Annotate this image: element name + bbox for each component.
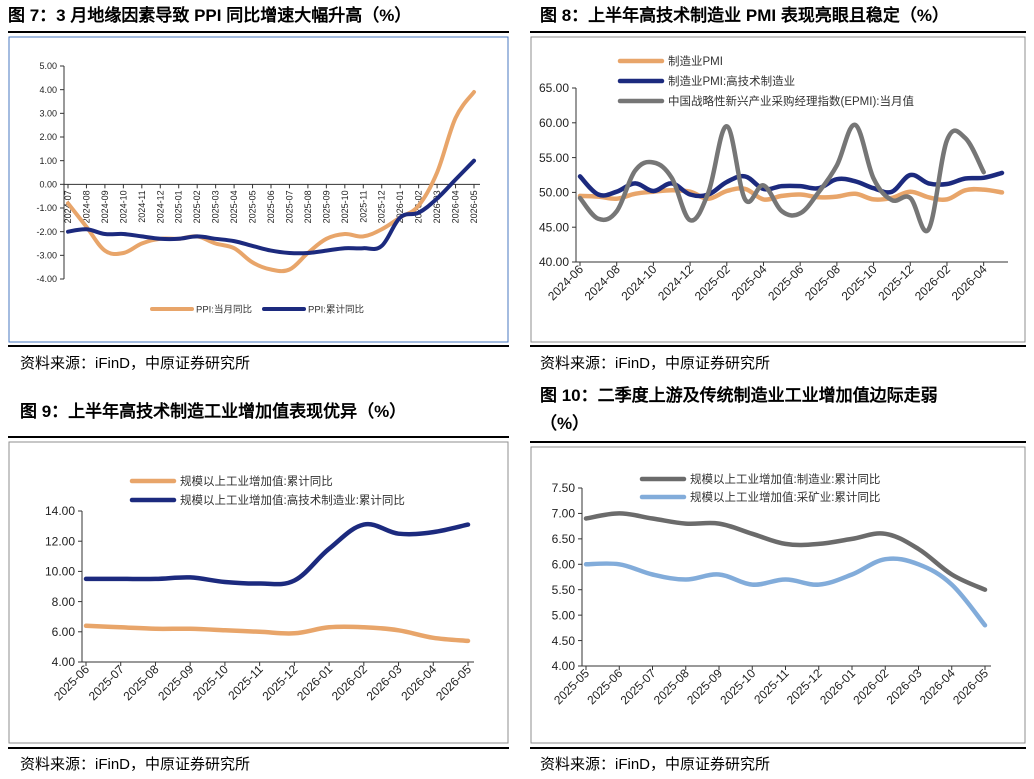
chart7-bottom-rule <box>8 345 509 347</box>
y-tick-label: 40.00 <box>539 255 569 269</box>
y-tick-label: 3.00 <box>39 108 57 118</box>
series-line-1 <box>583 511 988 592</box>
y-tick-label: 4.50 <box>552 634 576 648</box>
y-tick-label: -3.00 <box>36 250 57 260</box>
series-line-3 <box>577 122 986 234</box>
y-tick-label: 45.00 <box>539 220 569 234</box>
y-tick-label: 7.00 <box>552 507 576 521</box>
x-tick-label: 2024-07 <box>63 190 73 223</box>
series-line-2 <box>583 556 988 628</box>
x-tick-label: 2025-08 <box>303 190 313 223</box>
chart10-bottom-rule <box>530 747 1026 749</box>
y-tick-label: 60.00 <box>539 116 569 130</box>
x-tick-label: 2025-06 <box>266 190 276 223</box>
x-tick-label: 2026-05 <box>469 190 479 223</box>
y-tick-label: -4.00 <box>36 274 57 284</box>
y-tick-label: 4.00 <box>39 85 57 95</box>
chart-frame <box>8 441 509 744</box>
x-tick-label: 2025-04 <box>229 190 239 223</box>
series-line-2 <box>66 158 476 256</box>
x-tick-label: 2024-12 <box>155 190 165 223</box>
x-tick-label: 2024-09 <box>100 190 110 223</box>
x-tick-label: 2025-10 <box>340 190 350 223</box>
chart8-title-rule <box>530 31 1026 33</box>
x-tick-label: 2025-02 <box>192 190 202 223</box>
y-tick-label: -1.00 <box>36 203 57 213</box>
y-tick-label: 10.00 <box>45 565 75 579</box>
chart7-source: 资料来源：iFinD，中原证券研究所 <box>20 355 251 372</box>
legend-label-1: 制造业PMI <box>668 54 723 68</box>
x-tick-label: 2026-04 <box>451 190 461 223</box>
chart9-title-rule <box>8 436 509 438</box>
x-tick-label: 2024-08 <box>81 190 91 223</box>
y-tick-label: 0.00 <box>39 179 57 189</box>
x-tick-label: 2025-01 <box>174 190 184 223</box>
x-tick-label: 2025-05 <box>248 190 258 223</box>
x-tick-label: 2026-03 <box>432 190 442 223</box>
chart8-title: 图 8：上半年高技术制造业 PMI 表现亮眼且稳定（%） <box>540 6 949 25</box>
legend-label-1: 规模以上工业增加值:累计同比 <box>180 474 333 488</box>
x-tick-label: 2025-12 <box>377 190 387 223</box>
x-tick-label: 2025-09 <box>321 190 331 223</box>
chart10-title-line1: 图 10：二季度上游及传统制造业工业增加值边际走弱 <box>540 386 938 405</box>
series-line-2 <box>83 521 471 587</box>
x-tick-label: 2024-10 <box>118 190 128 223</box>
chart8-source: 资料来源：iFinD，中原证券研究所 <box>540 355 771 372</box>
chart7-ppi-chart: 5.00 4.00 3.00 2.00 1.00 0.00 -1.00 -2.00 -3.00 -… <box>8 36 509 343</box>
x-tick-label: 2025-03 <box>211 190 221 223</box>
y-tick-label: 7.50 <box>552 481 576 495</box>
legend-label-2: 制造业PMI:高技术制造业 <box>668 74 795 88</box>
y-tick-label: 6.00 <box>552 557 576 571</box>
chart10-source: 资料来源：iFinD，中原证券研究所 <box>540 756 771 773</box>
y-tick-label: 65.00 <box>539 81 569 95</box>
series-line-1 <box>83 623 471 644</box>
y-tick-label: 5.00 <box>39 61 57 71</box>
legend-label-1: 规模以上工业增加值:制造业:累计同比 <box>690 472 880 486</box>
x-tick-label: 2025-07 <box>284 190 294 223</box>
legend-label-2: 规模以上工业增加值:采矿业:累计同比 <box>690 490 880 504</box>
chart7-title: 图 7：3 月地缘因素导致 PPI 同比增速大幅升高（%） <box>8 6 412 25</box>
x-tick-label: 2026-01 <box>395 190 405 223</box>
legend-label-3: 中国战略性新兴产业采购经理指数(EPMI):当月值 <box>668 94 914 108</box>
chart9-industrial-chart: 14.0012.0010.008.006.004.002025-062025-0… <box>8 441 509 744</box>
y-tick-label: 2.00 <box>39 132 57 142</box>
series-line-2 <box>577 170 1005 199</box>
chart8-pmi-chart: 65.0060.0055.0050.0045.0040.002024-06202… <box>530 36 1026 343</box>
y-tick-label: 50.00 <box>539 186 569 200</box>
y-tick-label: 1.00 <box>39 156 57 166</box>
legend-label-2: 规模以上工业增加值:高技术制造业:累计同比 <box>180 493 405 507</box>
chart9-source: 资料来源：iFinD，中原证券研究所 <box>20 756 251 773</box>
chart-frame <box>530 446 1026 744</box>
y-tick-label: 6.50 <box>552 532 576 546</box>
x-tick-label: 2024-11 <box>137 190 147 222</box>
y-tick-label: 4.00 <box>552 659 576 673</box>
chart9-bottom-rule <box>8 747 509 749</box>
legend-label-2: PPI:累计同比 <box>308 304 364 316</box>
chart10-industrial-sector-chart: 7.507.006.506.005.505.004.504.002025-052… <box>530 446 1026 744</box>
y-tick-label: -2.00 <box>36 227 57 237</box>
chart8-bottom-rule <box>530 345 1026 347</box>
legend-label-1: PPI:当月同比 <box>196 304 252 316</box>
y-tick-label: 6.00 <box>52 625 76 639</box>
chart-frame <box>530 36 1026 343</box>
y-tick-label: 5.50 <box>552 583 576 597</box>
chart10-title-line2: （%） <box>540 414 590 433</box>
chart9-title: 图 9：上半年高技术制造工业增加值表现优异（%） <box>20 402 407 421</box>
chart-frame <box>8 36 509 343</box>
y-tick-label: 14.00 <box>45 504 75 518</box>
chart7-title-rule <box>8 31 509 33</box>
y-tick-label: 8.00 <box>52 595 76 609</box>
y-tick-label: 55.00 <box>539 151 569 165</box>
y-tick-label: 5.00 <box>552 608 576 622</box>
y-tick-label: 12.00 <box>45 534 75 548</box>
x-tick-label: 2025-11 <box>358 190 368 222</box>
y-tick-label: 4.00 <box>52 655 76 669</box>
chart10-title-rule <box>530 441 1026 443</box>
